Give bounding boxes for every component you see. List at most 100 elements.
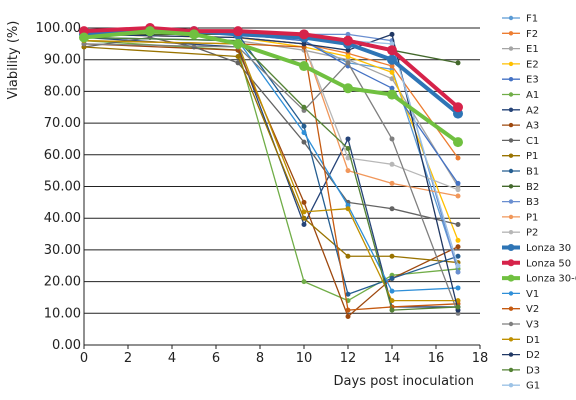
data-point bbox=[233, 26, 243, 37]
x-axis-ticks: 0 2 4 6 8 10 12 14 16 18 bbox=[80, 345, 488, 366]
legend-item: D3 bbox=[502, 365, 540, 376]
legend-marker bbox=[508, 321, 514, 327]
data-point bbox=[345, 307, 351, 313]
data-point bbox=[455, 304, 461, 310]
x-tick-label: 0 bbox=[80, 351, 88, 366]
x-tick-label: 6 bbox=[212, 351, 220, 366]
x-axis-label: Days post inoculation bbox=[334, 374, 474, 389]
legend-item: A1 bbox=[502, 90, 539, 101]
data-point bbox=[345, 313, 351, 319]
y-tick-label: 10.00 bbox=[44, 306, 81, 321]
legend-label: B1 bbox=[526, 167, 539, 178]
series-line bbox=[83, 26, 460, 109]
legend-marker bbox=[508, 383, 514, 388]
data-point bbox=[189, 29, 199, 40]
legend-item: E3 bbox=[502, 75, 539, 86]
data-point bbox=[345, 60, 351, 66]
data-point bbox=[455, 155, 461, 161]
legend-marker bbox=[507, 259, 515, 267]
data-point bbox=[455, 253, 461, 259]
data-point bbox=[389, 161, 395, 167]
data-point bbox=[299, 61, 309, 72]
x-tick-label: 2 bbox=[124, 351, 132, 366]
legend-label: A3 bbox=[526, 121, 539, 132]
data-point bbox=[301, 209, 307, 215]
legend-item: P1 bbox=[502, 212, 538, 223]
data-point bbox=[453, 137, 463, 148]
legend-label: E3 bbox=[526, 75, 539, 86]
series-lonza-30-6 bbox=[79, 26, 463, 148]
x-tick-label: 16 bbox=[428, 351, 445, 366]
legend-item: Lonza 50 bbox=[502, 258, 571, 269]
legend-marker bbox=[508, 15, 514, 21]
data-point bbox=[389, 180, 395, 186]
data-point bbox=[455, 180, 461, 186]
data-point bbox=[301, 123, 307, 129]
data-point bbox=[301, 279, 307, 285]
series-b3 bbox=[81, 28, 461, 275]
x-tick-label: 18 bbox=[472, 351, 489, 366]
y-tick-label: 80.00 bbox=[44, 84, 81, 99]
legend-label: Lonza 50 bbox=[526, 258, 571, 269]
legend-marker bbox=[508, 122, 514, 128]
legend-label: E2 bbox=[526, 59, 539, 70]
data-point bbox=[301, 222, 307, 228]
legend-label: P2 bbox=[526, 228, 538, 239]
legend-label: B3 bbox=[526, 197, 539, 208]
data-point bbox=[343, 35, 353, 46]
legend-item: B3 bbox=[502, 197, 539, 208]
data-point bbox=[345, 291, 351, 297]
legend-label: V3 bbox=[526, 320, 539, 331]
data-point bbox=[301, 41, 307, 47]
data-point bbox=[345, 168, 351, 174]
legend-marker bbox=[508, 337, 514, 342]
legend-item: Lonza 30-6 bbox=[502, 274, 576, 285]
legend-item: V1 bbox=[502, 289, 539, 300]
legend-marker bbox=[508, 306, 514, 311]
data-point bbox=[389, 307, 395, 313]
data-point bbox=[191, 44, 197, 50]
data-point bbox=[345, 136, 351, 142]
legend-marker bbox=[508, 352, 514, 357]
legend-label: D2 bbox=[526, 350, 540, 361]
data-point bbox=[455, 187, 461, 193]
x-tick-label: 10 bbox=[296, 351, 313, 366]
legend-item: A3 bbox=[502, 121, 539, 132]
data-point bbox=[389, 275, 395, 281]
legend-label: V1 bbox=[526, 289, 539, 300]
y-tick-label: 100.00 bbox=[36, 21, 82, 36]
legend-marker bbox=[508, 92, 514, 97]
data-point bbox=[145, 26, 155, 37]
data-point bbox=[455, 193, 461, 199]
data-point bbox=[233, 38, 243, 49]
data-point bbox=[455, 237, 461, 243]
data-point bbox=[455, 244, 461, 250]
legend: F1 F2 E1 E2 E3 A1 A2 A3 C1 P1 B1 B2 B3 P1 P2 Lonza 30 Lo… bbox=[502, 14, 576, 392]
series-line bbox=[83, 43, 459, 314]
data-point bbox=[345, 31, 351, 37]
legend-marker bbox=[508, 230, 514, 235]
data-point bbox=[387, 54, 397, 65]
series-d3 bbox=[81, 35, 461, 313]
data-point bbox=[455, 269, 461, 275]
y-tick-label: 40.00 bbox=[44, 211, 81, 226]
legend-label: P1 bbox=[526, 151, 538, 162]
data-point bbox=[389, 206, 395, 212]
data-point bbox=[387, 45, 397, 56]
legend-label: D1 bbox=[526, 335, 540, 346]
series-line bbox=[83, 29, 460, 144]
legend-marker bbox=[508, 199, 514, 204]
legend-marker bbox=[508, 46, 514, 51]
data-point bbox=[455, 222, 461, 228]
data-point bbox=[345, 206, 351, 212]
data-point bbox=[389, 288, 395, 294]
legend-item: V2 bbox=[502, 304, 539, 315]
data-point bbox=[389, 76, 395, 82]
series-f1 bbox=[81, 28, 461, 272]
legend-label: D3 bbox=[526, 365, 540, 376]
legend-label: V2 bbox=[526, 304, 539, 315]
legend-item: G1 bbox=[502, 381, 540, 392]
legend-item: P2 bbox=[502, 228, 538, 239]
data-point bbox=[301, 215, 307, 221]
legend-label: Lonza 30-6 bbox=[526, 274, 576, 285]
